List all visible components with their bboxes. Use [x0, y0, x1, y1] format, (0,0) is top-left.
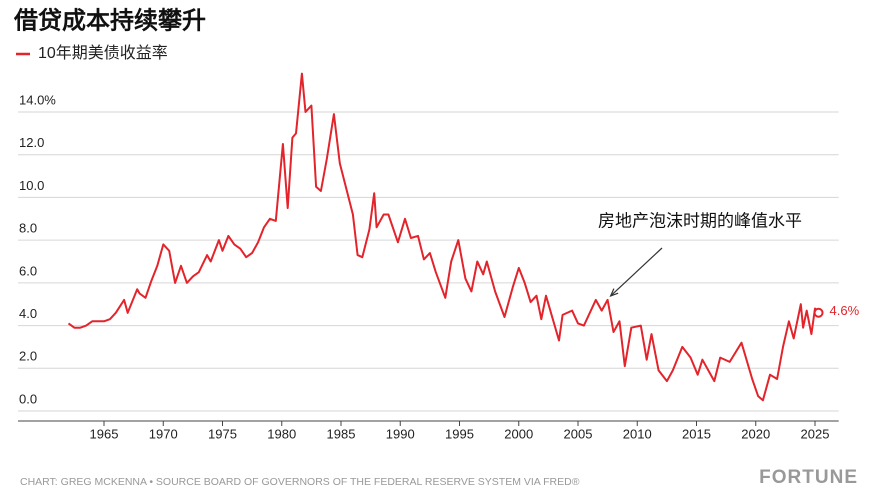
x-tick-label: 1995	[445, 426, 474, 441]
annotation-arrowhead	[609, 288, 619, 297]
x-tick-label: 2020	[741, 426, 770, 441]
x-tick-label: 1970	[149, 426, 178, 441]
x-tick-label: 2025	[801, 426, 830, 441]
x-tick-label: 2000	[504, 426, 533, 441]
legend-label: 10年期美债收益率	[38, 44, 168, 62]
end-marker	[813, 307, 824, 318]
x-tick-label: 1985	[327, 426, 356, 441]
x-tick-label: 2005	[564, 426, 593, 441]
x-tick-label: 1980	[267, 426, 296, 441]
source-note: CHART: GREG MCKENNA • SOURCE BOARD OF GO…	[20, 476, 580, 488]
chart-title: 借贷成本持续攀升	[13, 6, 206, 34]
x-tick-label: 1990	[386, 426, 415, 441]
brand-logo: FORTUNE	[759, 467, 858, 488]
series-line	[67, 72, 820, 402]
x-tick-label: 1975	[208, 426, 237, 441]
annotation-text: 房地产泡沫时期的峰值水平	[598, 211, 802, 230]
annotation-arrow	[610, 247, 663, 297]
y-tick-label: 4.0	[19, 306, 37, 321]
y-tick-label: 14.0%	[19, 92, 56, 107]
y-tick-label: 2.0	[19, 349, 37, 364]
x-tick-label: 2010	[623, 426, 652, 441]
y-tick-label: 6.0	[19, 263, 37, 278]
end-label: 4.6%	[830, 303, 860, 318]
x-tick-label: 1965	[90, 426, 119, 441]
y-tick-label: 0.0	[19, 391, 37, 406]
y-tick-label: 8.0	[19, 221, 37, 236]
y-tick-label: 12.0	[19, 135, 44, 150]
x-tick-label: 2015	[682, 426, 711, 441]
y-tick-label: 10.0	[19, 178, 44, 193]
